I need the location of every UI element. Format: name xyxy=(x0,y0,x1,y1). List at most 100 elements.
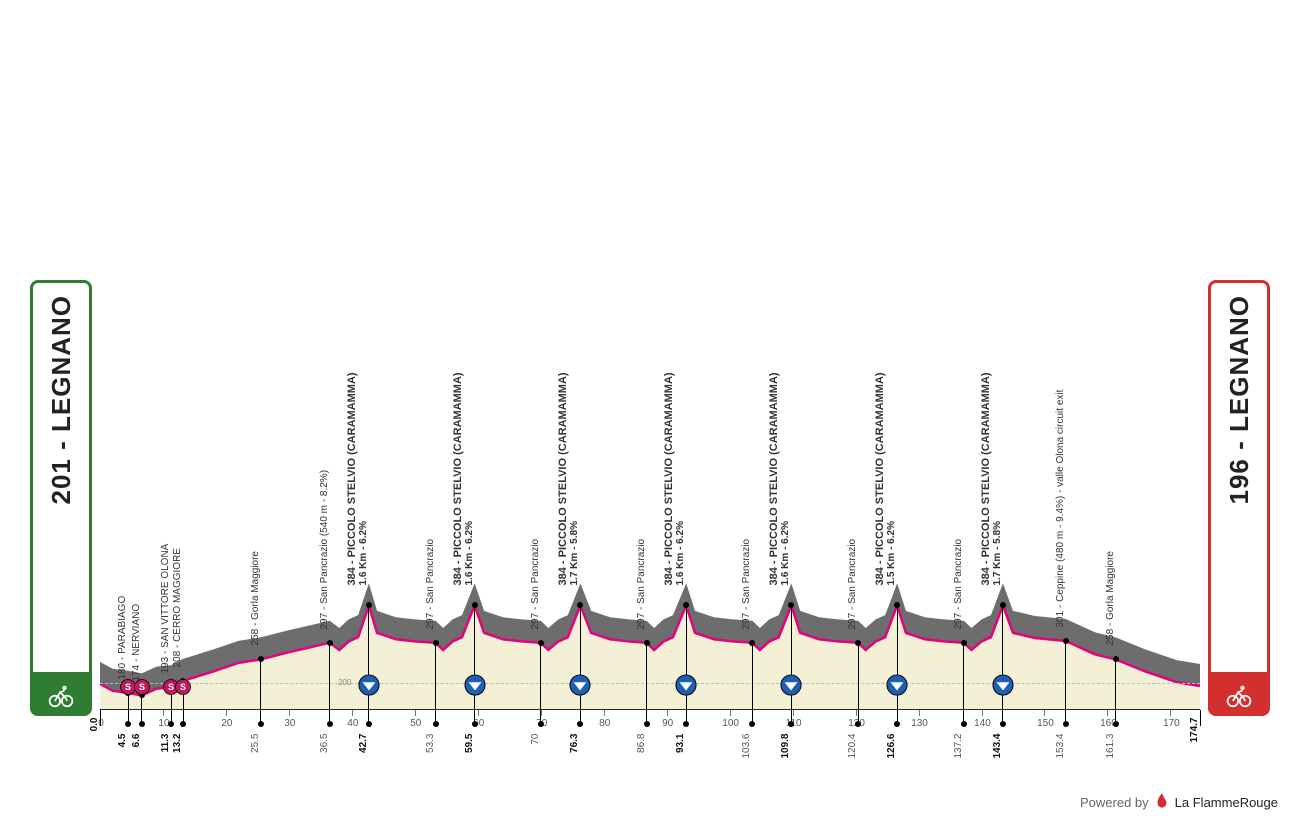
wp-dot-top xyxy=(538,640,544,646)
kom-icon xyxy=(569,674,591,696)
wp-label: 297 - San Pancrazio (540 m - 8.2%) xyxy=(319,470,330,630)
wp-dot-bottom xyxy=(1113,721,1119,727)
wp-dot-top xyxy=(327,640,333,646)
wp-dot-top xyxy=(433,640,439,646)
x-tick-label: 50 xyxy=(410,718,421,729)
wp-stick xyxy=(646,643,647,710)
wp-dot-bottom xyxy=(472,721,478,727)
finish-cap xyxy=(1208,672,1270,716)
x-tick-label: 100 xyxy=(722,718,739,729)
wp-label: 258 - Gorla Maggiore xyxy=(1105,551,1116,646)
wp-dot-bottom xyxy=(1000,721,1006,727)
x-tick: 100 xyxy=(730,710,731,716)
wp-label: 384 - PICCOLO STELVIO (CARAMAMMA)1.7 Km … xyxy=(557,373,580,586)
wp-km: 13.2 xyxy=(172,734,183,753)
x-tick: 20 xyxy=(226,710,227,716)
credit-powered: Powered by xyxy=(1080,795,1149,810)
km-label: 174.7 xyxy=(1189,718,1200,743)
wp-km: 70 xyxy=(530,734,541,745)
credit-brand: La FlammeRouge xyxy=(1175,795,1278,810)
wp-km: 126.6 xyxy=(886,734,897,759)
wp-dot-bottom xyxy=(366,721,372,727)
wp-label: 297 - San Pancrazio xyxy=(847,539,858,630)
x-tick: 40 xyxy=(352,710,353,716)
wp-label: 174 - NERVIANO xyxy=(131,604,142,682)
svg-text:S: S xyxy=(125,682,131,692)
gridline-200: 200 xyxy=(100,683,1200,684)
x-tick-label: 30 xyxy=(284,718,295,729)
wp-label: 208 - CERRO MAGGIORE xyxy=(172,548,183,667)
sprint-icon: S xyxy=(174,678,192,696)
finish-label: 196 - LEGNANO xyxy=(1224,295,1255,505)
kom-icon xyxy=(358,674,380,696)
wp-label: 297 - San Pancrazio xyxy=(425,539,436,630)
x-tick-label: 40 xyxy=(347,718,358,729)
wp-stick xyxy=(1115,659,1116,710)
x-tick-label: 80 xyxy=(599,718,610,729)
wp-dot-bottom xyxy=(1063,721,1069,727)
wp-label: 193 - SAN VITTORE OLONA xyxy=(160,544,171,674)
wp-stick xyxy=(858,643,859,710)
wp-label: 384 - PICCOLO STELVIO (CARAMAMMA)1.6 Km … xyxy=(452,373,475,586)
wp-stick xyxy=(963,643,964,710)
wp-km: 93.1 xyxy=(675,734,686,753)
kom-icon xyxy=(675,674,697,696)
x-tick-label: 90 xyxy=(662,718,673,729)
kom-icon xyxy=(780,674,802,696)
wp-stick xyxy=(329,643,330,710)
wp-km: 109.8 xyxy=(780,734,791,759)
x-tick: 160 xyxy=(1107,710,1108,716)
kom-icon xyxy=(992,674,1014,696)
sprint-icon: S xyxy=(133,678,151,696)
wp-dot-bottom xyxy=(258,721,264,727)
x-tick: 150 xyxy=(1044,710,1045,716)
x-tick-label: 150 xyxy=(1037,718,1054,729)
wp-stick xyxy=(435,643,436,710)
x-tick: 90 xyxy=(667,710,668,716)
x-tick: 130 xyxy=(919,710,920,716)
x-tick-label: 20 xyxy=(221,718,232,729)
wp-dot-bottom xyxy=(644,721,650,727)
start-cap xyxy=(30,672,92,716)
x-tick: 60 xyxy=(478,710,479,716)
wp-km: 53.3 xyxy=(425,734,436,753)
wp-dot-top xyxy=(961,640,967,646)
wp-km: 143.4 xyxy=(992,734,1003,759)
svg-text:S: S xyxy=(180,682,186,692)
stage-profile: 201 - LEGNANO 196 - LEGNANO 200010203040… xyxy=(30,280,1270,760)
km-label: 0.0 xyxy=(89,718,100,732)
wp-dot-bottom xyxy=(433,721,439,727)
wp-km: 4.5 xyxy=(117,734,128,748)
x-tick: 50 xyxy=(415,710,416,716)
x-tick-label: 170 xyxy=(1163,718,1180,729)
profile-svg xyxy=(100,280,1200,750)
wp-stick xyxy=(260,659,261,710)
wp-label: 258 - Gorla Maggiore xyxy=(250,551,261,646)
wp-km: 6.6 xyxy=(131,734,142,748)
kom-icon xyxy=(886,674,908,696)
wp-label: 384 - PICCOLO STELVIO (CARAMAMMA)1.6 Km … xyxy=(768,373,791,586)
x-tick: 110 xyxy=(793,710,794,716)
wp-label: 301 - Ceppine (480 m - 9.4%) - valle Olo… xyxy=(1055,390,1066,628)
wp-km: 103.6 xyxy=(741,734,752,759)
x-tick: 170 xyxy=(1170,710,1171,716)
gridline-label: 200 xyxy=(338,678,351,687)
wp-km: 42.7 xyxy=(358,734,369,753)
wp-km: 25.5 xyxy=(250,734,261,753)
wp-km: 86.8 xyxy=(636,734,647,753)
wp-dot-bottom xyxy=(139,721,145,727)
wp-label: 384 - PICCOLO STELVIO (CARAMAMMA)1.6 Km … xyxy=(346,373,369,586)
wp-label: 384 - PICCOLO STELVIO (CARAMAMMA)1.5 Km … xyxy=(874,373,897,586)
wp-km: 11.3 xyxy=(160,734,171,753)
wp-label: 297 - San Pancrazio xyxy=(741,539,752,630)
wp-km: 153.4 xyxy=(1055,734,1066,759)
wp-stick xyxy=(752,643,753,710)
wp-km: 161.3 xyxy=(1105,734,1116,759)
start-pillar: 201 - LEGNANO xyxy=(30,280,92,716)
finish-pillar: 196 - LEGNANO xyxy=(1208,280,1270,716)
wp-label: 384 - PICCOLO STELVIO (CARAMAMMA)1.7 Km … xyxy=(980,373,1003,586)
wp-label: 297 - San Pancrazio xyxy=(953,539,964,630)
wp-stick xyxy=(1065,641,1066,710)
wp-km: 120.4 xyxy=(847,734,858,759)
x-tick: 30 xyxy=(289,710,290,716)
